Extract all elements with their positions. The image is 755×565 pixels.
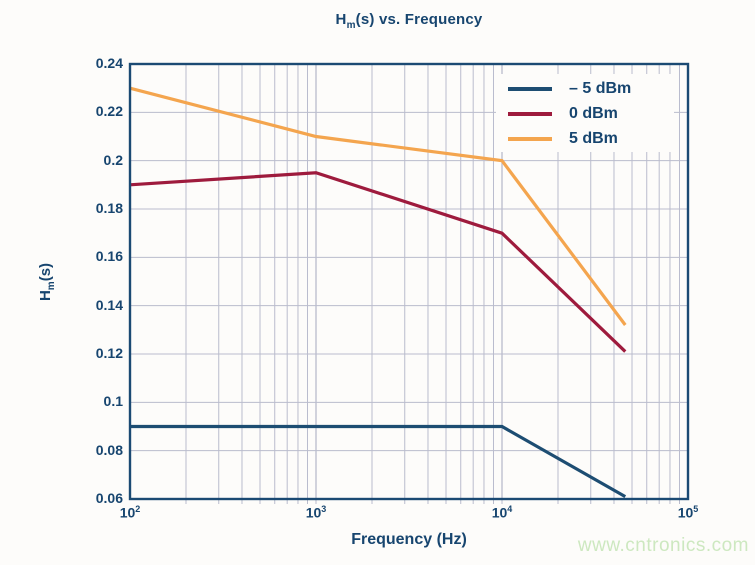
chart-title: Hm(s) vs. Frequency xyxy=(130,11,688,31)
x-tick-label: 102 xyxy=(119,504,141,521)
y-tick-label: 0.24 xyxy=(95,55,123,71)
x-tick-label: 105 xyxy=(677,504,699,521)
y-tick-label: 0.06 xyxy=(95,490,123,506)
legend-label: 0 dBm xyxy=(569,104,618,122)
series-line-0 xyxy=(130,424,627,498)
series-line-1 xyxy=(129,171,627,353)
y-tick-label: 0.16 xyxy=(95,248,123,265)
y-tick-label: 0.18 xyxy=(95,200,123,216)
y-tick-label: 0.12 xyxy=(95,345,123,361)
axes-box xyxy=(128,62,690,501)
watermark-text: www.cntronics.com xyxy=(577,535,749,556)
y-tick-label: 0.2 xyxy=(103,151,123,168)
x-tick-label: 103 xyxy=(305,504,327,521)
chart-title-rest: (s) vs. Frequency xyxy=(355,11,483,28)
legend-label: 5 dBm xyxy=(569,129,618,147)
legend-label: – 5 dBm xyxy=(569,79,632,97)
x-tick-label: 104 xyxy=(491,504,513,521)
legend-row-2: 5 dBm xyxy=(508,126,674,151)
series-line-2 xyxy=(129,86,627,326)
legend-row-0: – 5 dBm xyxy=(508,76,674,101)
x-axis-label: Frequency (Hz) xyxy=(351,531,467,548)
legend: – 5 dBm 0 dBm 5 dBm xyxy=(496,74,674,152)
y-tick-label: 0.22 xyxy=(95,103,123,120)
chart-title-subscript: m xyxy=(346,20,356,31)
y-tick-label: 0.1 xyxy=(103,393,123,410)
y-axis-label-rest: (s) xyxy=(37,262,54,282)
y-tick-label: 0.14 xyxy=(95,296,123,313)
y-axis-label: Hm(s) xyxy=(37,263,57,301)
legend-line-swatch xyxy=(508,136,552,141)
y-axis-label-subscript: m xyxy=(46,281,57,291)
y-axis-label-base: H xyxy=(37,290,54,302)
y-tick-label: 0.08 xyxy=(95,441,123,458)
chart-title-base: H xyxy=(335,11,347,28)
legend-row-1: 0 dBm xyxy=(508,101,674,126)
legend-line-swatch xyxy=(508,111,552,116)
legend-line-swatch xyxy=(508,86,552,91)
